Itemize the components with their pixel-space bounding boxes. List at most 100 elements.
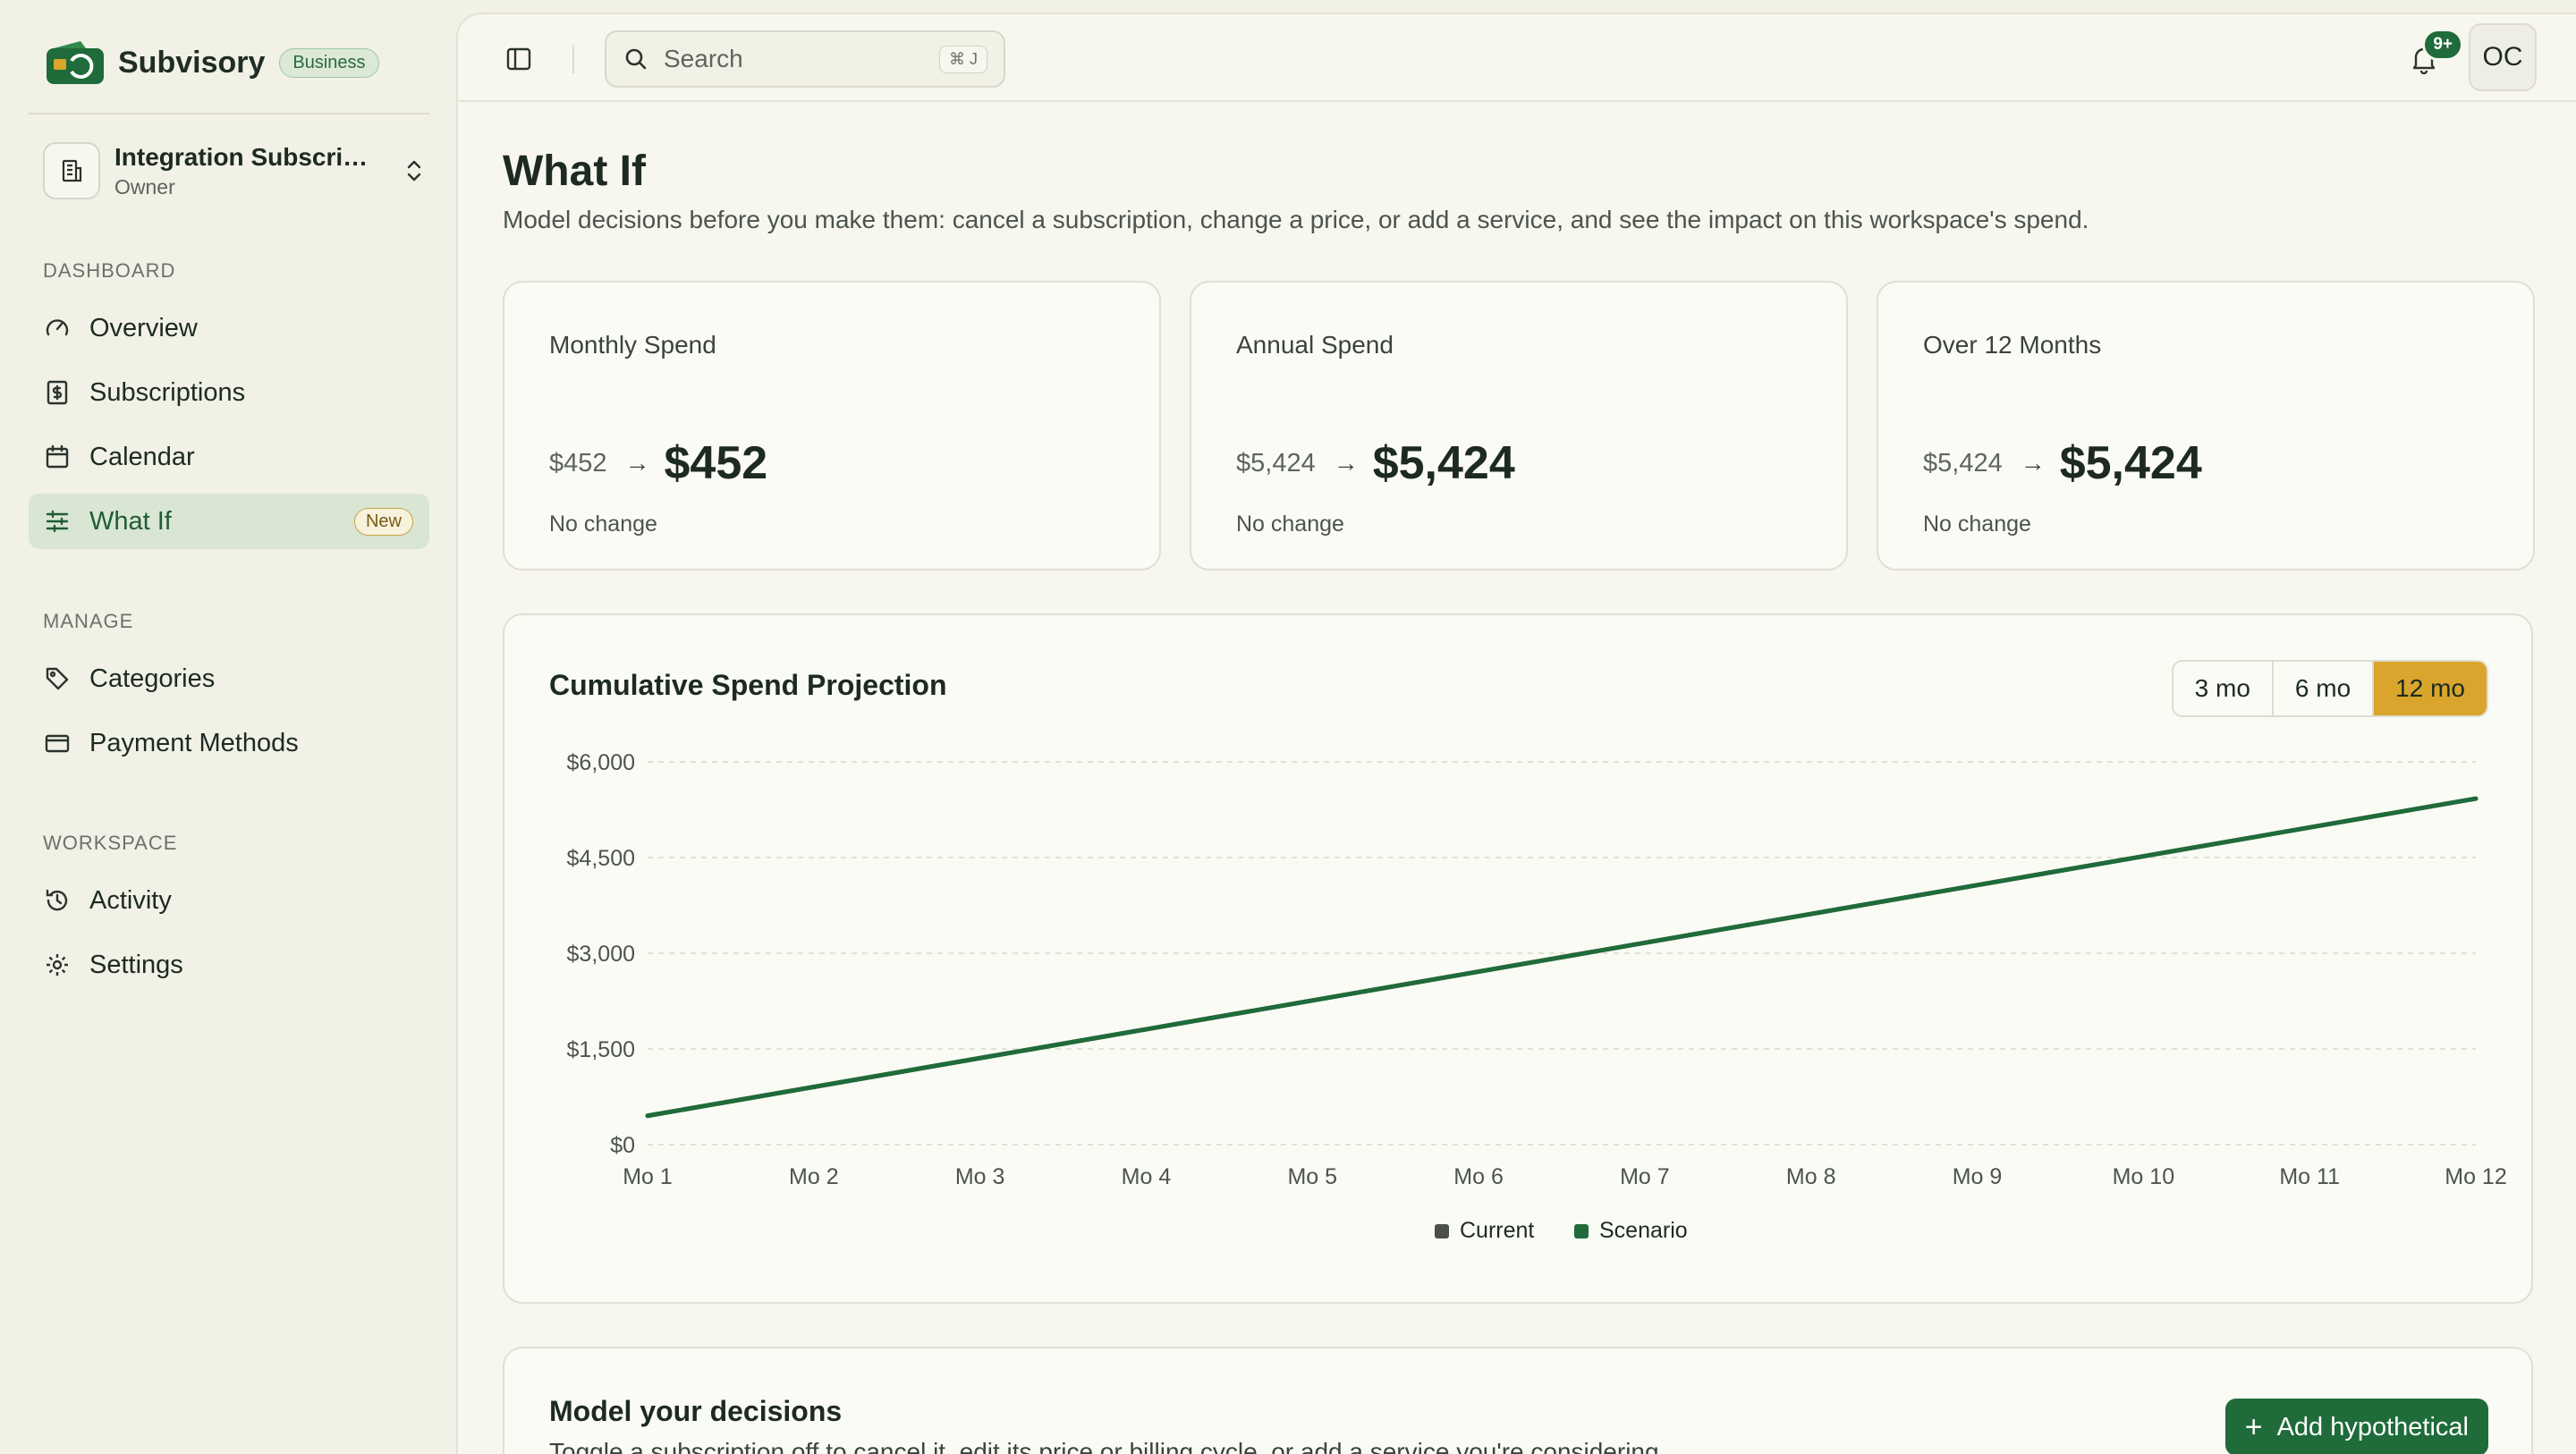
notifications-button[interactable]: 9+ bbox=[2404, 29, 2463, 79]
sidebar-item-subscriptions[interactable]: Subscriptions bbox=[29, 365, 429, 420]
section-dashboard: DASHBOARD bbox=[43, 259, 176, 282]
gauge-icon bbox=[43, 314, 72, 342]
legend-label: Scenario bbox=[1599, 1218, 1688, 1243]
arrow-right-icon: → bbox=[1333, 449, 1359, 477]
y-tick-label: $6,000 bbox=[567, 750, 635, 775]
search-input[interactable]: Search ⌘ J bbox=[605, 30, 1005, 88]
workspace-name: Integration Subscriptions bbox=[114, 142, 374, 171]
legend-label: Current bbox=[1460, 1218, 1534, 1243]
avatar[interactable]: OC bbox=[2469, 23, 2537, 91]
brand-name: Subvisory bbox=[118, 45, 266, 80]
sidebar-item-label: Calendar bbox=[89, 442, 195, 471]
credit-card-icon bbox=[43, 729, 72, 757]
workspace-switcher[interactable]: Integration Subscriptions Owner bbox=[43, 141, 428, 200]
range-selector: 3 mo 6 mo 12 mo bbox=[2171, 660, 2488, 717]
x-tick-label: Mo 4 bbox=[1122, 1164, 1172, 1189]
new-badge: New bbox=[353, 507, 413, 536]
sidebar-item-settings[interactable]: Settings bbox=[29, 937, 429, 993]
sidebar: Subvisory Business Integration Subscript… bbox=[0, 0, 456, 1454]
x-tick-label: Mo 9 bbox=[1953, 1164, 2003, 1189]
add-hypothetical-button[interactable]: + Add hypothetical bbox=[2224, 1399, 2488, 1454]
building-icon bbox=[43, 142, 100, 199]
range-12mo-button[interactable]: 12 mo bbox=[2374, 662, 2487, 715]
x-tick-label: Mo 1 bbox=[623, 1164, 673, 1189]
sliders-icon bbox=[43, 507, 72, 536]
card-label: Monthly Spend bbox=[549, 331, 716, 359]
card-label: Annual Spend bbox=[1236, 331, 1394, 359]
chart-title: Cumulative Spend Projection bbox=[549, 669, 947, 701]
sidebar-item-categories[interactable]: Categories bbox=[29, 651, 429, 706]
receipt-icon bbox=[43, 378, 72, 407]
x-tick-label: Mo 7 bbox=[1620, 1164, 1670, 1189]
stat-card-monthly: Monthly Spend $452 → $452 No change bbox=[503, 281, 1161, 571]
add-hypothetical-label: Add hypothetical bbox=[2276, 1412, 2469, 1441]
tag-icon bbox=[43, 664, 72, 693]
sidebar-toggle-icon[interactable] bbox=[501, 41, 537, 77]
x-tick-label: Mo 6 bbox=[1453, 1164, 1504, 1189]
sidebar-item-label: Payment Methods bbox=[89, 728, 299, 757]
search-placeholder: Search bbox=[664, 45, 743, 72]
range-3mo-button[interactable]: 3 mo bbox=[2173, 662, 2274, 715]
notification-count-badge: 9+ bbox=[2422, 29, 2463, 61]
sidebar-item-overview[interactable]: Overview bbox=[29, 300, 429, 356]
page-subtitle: Model decisions before you make them: ca… bbox=[503, 206, 2089, 233]
page-title: What If bbox=[503, 148, 646, 195]
plus-icon: + bbox=[2244, 1409, 2263, 1444]
sidebar-item-label: Overview bbox=[89, 313, 198, 342]
decisions-subtitle: Toggle a subscription off to cancel it, … bbox=[549, 1438, 1666, 1454]
series-line-scenario bbox=[645, 796, 2479, 1119]
sidebar-item-label: Settings bbox=[89, 950, 183, 979]
card-note: No change bbox=[1236, 511, 1344, 537]
brand[interactable]: Subvisory Business bbox=[45, 39, 379, 86]
topbar: Search ⌘ J 9+ OC bbox=[458, 14, 2576, 102]
workspace-role: Owner bbox=[114, 174, 175, 199]
sidebar-item-payment-methods[interactable]: Payment Methods bbox=[29, 715, 429, 771]
card-current-value: $5,424 bbox=[1236, 448, 1316, 478]
sidebar-item-label: Activity bbox=[89, 885, 172, 915]
card-note: No change bbox=[549, 511, 657, 537]
x-tick-label: Mo 3 bbox=[955, 1164, 1005, 1189]
card-note: No change bbox=[1923, 511, 2031, 537]
sidebar-item-activity[interactable]: Activity bbox=[29, 873, 429, 928]
chevron-up-down-icon[interactable] bbox=[401, 153, 428, 189]
section-manage: MANAGE bbox=[43, 610, 134, 632]
calendar-icon bbox=[43, 443, 72, 471]
sidebar-item-calendar[interactable]: Calendar bbox=[29, 429, 429, 485]
stat-card-12-months: Over 12 Months $5,424 → $5,424 No change bbox=[1877, 281, 2535, 571]
x-tick-label: Mo 11 bbox=[2279, 1164, 2340, 1189]
x-tick-label: Mo 12 bbox=[2445, 1164, 2506, 1189]
x-tick-label: Mo 8 bbox=[1786, 1164, 1836, 1189]
wallet-logo-icon bbox=[47, 41, 104, 84]
range-6mo-button[interactable]: 6 mo bbox=[2273, 662, 2375, 715]
arrow-right-icon: → bbox=[2020, 449, 2046, 477]
sidebar-item-label: Categories bbox=[89, 664, 216, 693]
cumulative-spend-chart: $0 $1,500 $3,000 $4,500 $6,000 Mo 1 Mo 2 Mo 3 Mo… bbox=[567, 750, 2507, 1243]
sidebar-item-label: Subscriptions bbox=[89, 377, 246, 407]
stat-card-annual: Annual Spend $5,424 → $5,424 No change bbox=[1190, 281, 1848, 571]
decisions-card: Model your decisions Toggle a subscripti… bbox=[503, 1347, 2533, 1454]
card-scenario-value: $5,424 bbox=[1372, 437, 1515, 489]
sidebar-divider bbox=[29, 113, 429, 114]
y-tick-label: $4,500 bbox=[567, 846, 635, 871]
x-tick-label: Mo 5 bbox=[1287, 1164, 1337, 1189]
y-tick-label: $1,500 bbox=[567, 1037, 635, 1062]
projection-chart-card: Cumulative Spend Projection 3 mo 6 mo 12… bbox=[503, 613, 2533, 1304]
history-icon bbox=[43, 886, 72, 915]
decisions-title: Model your decisions bbox=[549, 1395, 843, 1427]
y-tick-label: $3,000 bbox=[567, 942, 635, 967]
card-scenario-value: $5,424 bbox=[2059, 437, 2202, 489]
plan-badge: Business bbox=[279, 47, 379, 78]
section-workspace: WORKSPACE bbox=[43, 832, 178, 854]
arrow-right-icon: → bbox=[624, 449, 650, 477]
card-current-value: $5,424 bbox=[1923, 448, 2003, 478]
search-icon bbox=[625, 48, 647, 70]
gear-icon bbox=[43, 951, 72, 979]
card-scenario-value: $452 bbox=[664, 437, 768, 489]
legend-swatch bbox=[1435, 1224, 1449, 1238]
card-current-value: $452 bbox=[549, 448, 607, 478]
legend-swatch bbox=[1574, 1224, 1589, 1238]
y-tick-label: $0 bbox=[610, 1133, 635, 1158]
x-tick-label: Mo 2 bbox=[789, 1164, 839, 1189]
sidebar-item-what-if[interactable]: What If New bbox=[29, 494, 429, 549]
sidebar-item-label: What If bbox=[89, 506, 172, 536]
